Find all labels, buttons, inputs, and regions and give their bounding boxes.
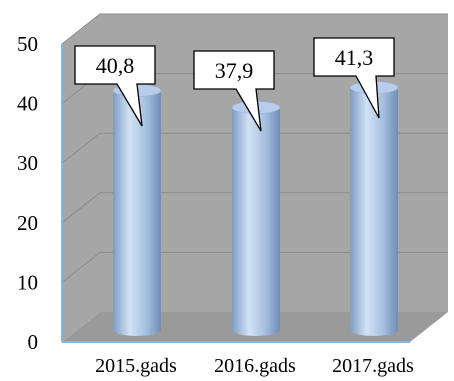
- y-tick-label: 50: [17, 32, 38, 56]
- gridline: [61, 192, 448, 224]
- bar-body: [113, 90, 161, 336]
- category-label: 2015.gads: [95, 355, 177, 377]
- gridline: [61, 132, 448, 164]
- data-labels: 40,8 37,9 41,3: [74, 37, 395, 132]
- y-tick-labels: 0 10 20 30 40 50: [17, 32, 38, 354]
- callout-box: [193, 50, 275, 132]
- gridline: [61, 13, 448, 45]
- data-label: 37,9: [215, 58, 254, 83]
- data-label-callout: 37,9: [193, 50, 275, 132]
- y-tick-label: 40: [17, 92, 38, 116]
- y-tick-label: 20: [17, 211, 38, 235]
- data-label: 41,3: [335, 45, 374, 70]
- data-label: 40,8: [96, 53, 135, 78]
- bar-body: [232, 107, 280, 336]
- category-label: 2016.gads: [214, 355, 296, 377]
- y-tick-label: 30: [17, 151, 38, 175]
- data-label-callout: 41,3: [313, 37, 395, 119]
- callout-box: [313, 37, 395, 119]
- y-tick-label: 0: [28, 330, 39, 354]
- category-labels: 2015.gads 2016.gads 2017.gads: [95, 355, 414, 377]
- callout-box: [74, 45, 156, 127]
- bar-2016.gads: [231, 101, 281, 336]
- gridline: [61, 251, 448, 283]
- bar-2015.gads: [112, 84, 162, 336]
- y-tick-label: 10: [17, 270, 38, 294]
- bar-body: [350, 87, 398, 336]
- data-label-callout: 40,8: [74, 45, 156, 127]
- bars: [112, 81, 399, 336]
- bar-2017.gads: [349, 81, 399, 336]
- category-label: 2017.gads: [332, 355, 414, 377]
